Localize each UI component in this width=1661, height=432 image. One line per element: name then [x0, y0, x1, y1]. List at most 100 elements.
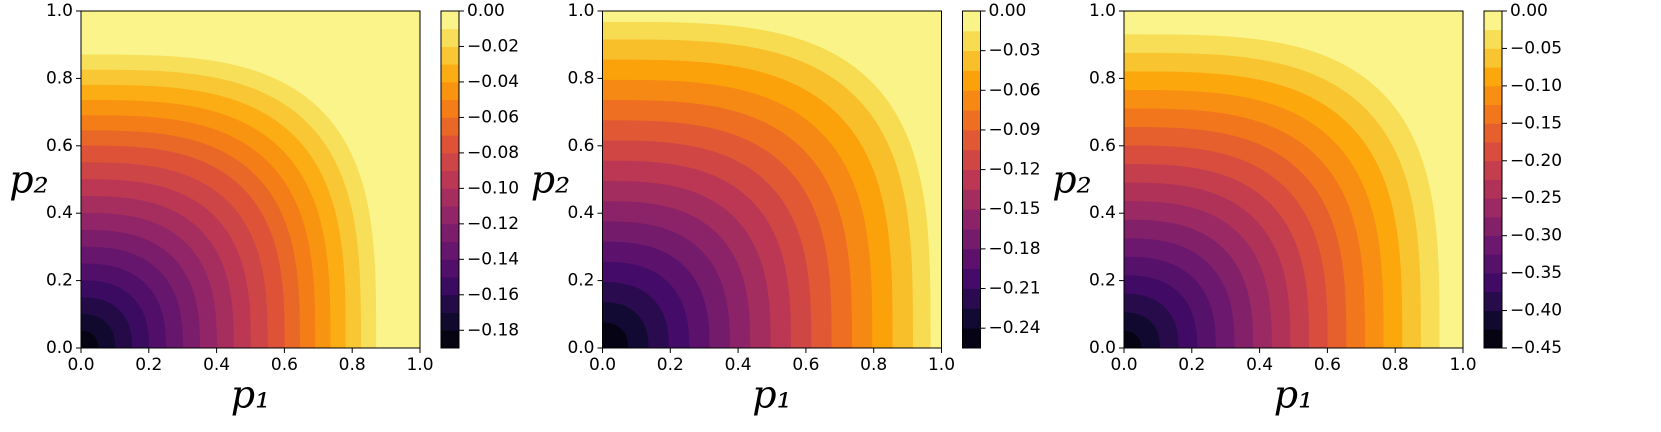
x-tick-label: 1.0: [1449, 355, 1476, 375]
colorbar-band: [441, 259, 459, 278]
axes-frame: [1123, 10, 1464, 349]
colorbar-band: [962, 90, 981, 111]
x-axis-label: p₁: [1274, 373, 1314, 417]
x-tick-label: 0.6: [1314, 355, 1341, 375]
colorbar-tick-label: −0.06: [467, 107, 519, 127]
colorbar-tick-label: −0.25: [1510, 188, 1562, 208]
colorbar-tick-label: −0.08: [467, 143, 519, 163]
colorbar-tick-label: −0.16: [467, 285, 519, 305]
colorbar-tick-label: −0.45: [1510, 338, 1562, 358]
colorbar-band: [1484, 142, 1502, 162]
plot-area: [602, 11, 942, 348]
colorbar-tick-label: −0.21: [989, 279, 1041, 299]
y-axis-label: p₂: [1052, 158, 1092, 202]
colorbar-tick-label: −0.24: [989, 318, 1041, 338]
y-tick-label: 0.6: [46, 136, 73, 156]
colorbar-band: [962, 50, 981, 71]
colorbar-band: [1484, 85, 1502, 106]
colorbar-frame: [1483, 10, 1503, 349]
colorbar-band: [441, 330, 459, 349]
x-tick-label: 0.8: [1382, 355, 1409, 375]
x-tick-label: 0.8: [860, 355, 887, 375]
y-tick-label: 0.2: [567, 271, 594, 291]
colorbar-tick-label: −0.18: [467, 320, 519, 340]
x-tick-label: 0.6: [271, 355, 298, 375]
colorbar-band: [962, 30, 981, 52]
colorbar-band: [441, 312, 459, 331]
colorbar-tick-label: −0.35: [1510, 263, 1562, 283]
colorbar-band: [441, 277, 459, 296]
colorbar-band: [1484, 29, 1502, 49]
x-tick-label: 0.4: [203, 355, 230, 375]
y-tick-label: 0.8: [1089, 68, 1116, 88]
colorbar-band: [1484, 329, 1502, 349]
colorbar-band: [962, 328, 981, 349]
x-axis-label: p₁: [231, 373, 271, 417]
colorbar-tick-label: −0.40: [1510, 301, 1562, 321]
colorbar-band: [441, 223, 459, 242]
colorbar-band: [962, 129, 981, 151]
colorbar-band: [441, 28, 459, 47]
colorbar-band: [1484, 310, 1502, 330]
colorbar-tick-label: −0.05: [1510, 38, 1562, 58]
colorbar-tick-label: −0.14: [467, 249, 519, 269]
x-tick-label: 0.2: [657, 355, 684, 375]
x-tick-label: 0.2: [1178, 355, 1205, 375]
colorbar-tick-label: −0.18: [989, 239, 1041, 259]
colorbar-band: [1484, 235, 1502, 255]
x-tick-label: 0.6: [792, 355, 819, 375]
y-tick-label: 0.6: [1089, 136, 1116, 156]
y-tick-label: 0.0: [567, 338, 594, 358]
colorbar-band: [962, 209, 981, 230]
colorbar-band: [441, 64, 459, 83]
y-tick-label: 0.6: [567, 136, 594, 156]
y-tick-label: 1.0: [1089, 1, 1116, 21]
y-tick-label: 0.0: [46, 338, 73, 358]
colorbar-tick-label: −0.15: [989, 199, 1041, 219]
colorbar-band: [962, 70, 981, 91]
colorbar-band: [1484, 11, 1502, 31]
x-tick-label: 0.2: [135, 355, 162, 375]
colorbar-band: [962, 229, 981, 250]
y-tick-label: 1.0: [567, 1, 594, 21]
x-tick-label: 0.8: [339, 355, 366, 375]
axes-frame: [80, 10, 421, 349]
contour-band: [602, 322, 629, 348]
colorbar-tick-label: −0.10: [1510, 76, 1562, 96]
x-tick-label: 0.4: [725, 355, 752, 375]
panel: 0.0 0.2 0.4 0.6 0.8 1.0 0.0 0.2 0.4 0.6 0.8 1.0 p₁ p₂…: [1052, 1, 1562, 417]
x-tick-label: 0.0: [1110, 355, 1137, 375]
colorbar-band: [441, 294, 459, 313]
y-tick-label: 0.8: [567, 68, 594, 88]
colorbar-frame: [440, 10, 460, 349]
colorbar-band: [962, 189, 981, 210]
colorbar-tick-label: −0.02: [467, 36, 519, 56]
panel: 0.0 0.2 0.4 0.6 0.8 1.0 0.0 0.2 0.4 0.6 0.8 1.0 p₁ p₂…: [9, 1, 519, 417]
colorbar-band: [1484, 179, 1502, 199]
colorbar-band: [962, 308, 981, 329]
colorbar-tick-label: 0.00: [467, 1, 505, 21]
contour-band: [81, 330, 99, 348]
colorbar-band: [441, 99, 459, 118]
colorbar-band: [962, 169, 981, 190]
y-tick-label: 0.2: [1089, 271, 1116, 291]
colorbar-band: [1484, 254, 1502, 274]
x-axis-label: p₁: [752, 373, 792, 417]
plot-area: [1124, 11, 1463, 348]
colorbar-band: [441, 135, 459, 154]
y-tick-label: 0.4: [567, 203, 594, 223]
colorbar-frame: [962, 10, 981, 349]
colorbar-tick-label: −0.04: [467, 72, 519, 92]
colorbar-band: [1484, 273, 1502, 293]
y-tick-label: 0.4: [1089, 203, 1116, 223]
colorbar-tick-label: 0.00: [989, 1, 1027, 21]
colorbar-band: [962, 268, 981, 289]
colorbar-band: [1484, 291, 1502, 311]
colorbar-tick-label: −0.12: [989, 160, 1041, 180]
y-axis-label: p₂: [9, 158, 49, 202]
colorbar-band: [962, 248, 981, 270]
colorbar-tick-label: −0.03: [989, 41, 1041, 61]
colorbar-tick-label: 0.00: [1510, 1, 1548, 21]
colorbar-tick-label: −0.09: [989, 120, 1041, 140]
colorbar-tick-label: −0.10: [467, 178, 519, 198]
